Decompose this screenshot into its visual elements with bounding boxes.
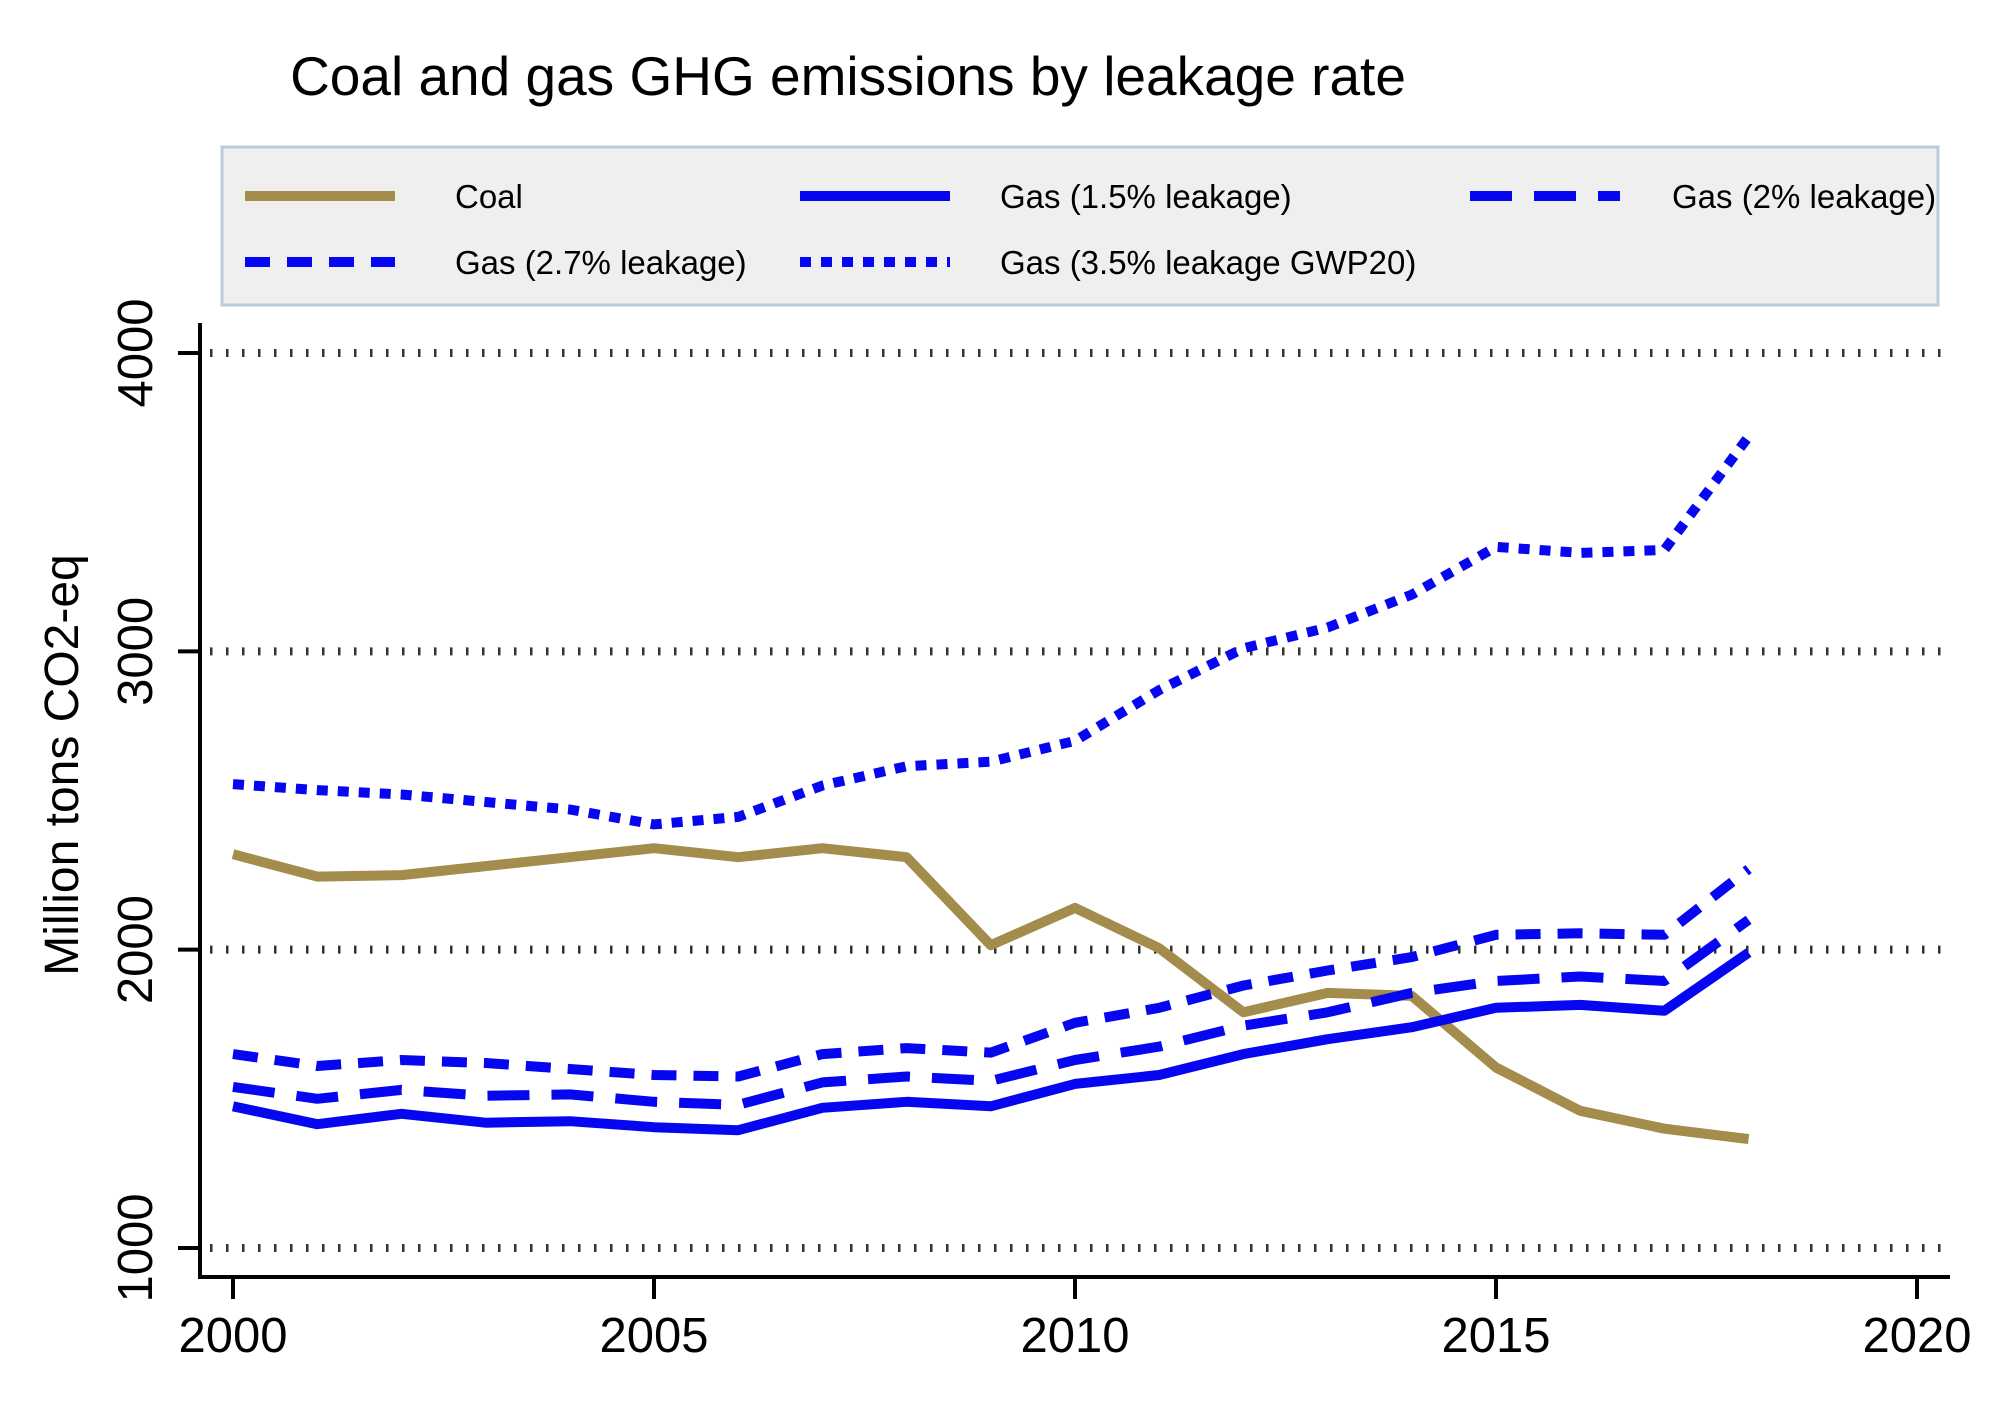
y-tick-label-4000: 4000 — [109, 298, 163, 407]
y-tick-label-3000: 3000 — [109, 597, 163, 706]
legend-label-gas-3-5-gwp20: Gas (3.5% leakage GWP20) — [1000, 244, 1416, 281]
legend-label-coal: Coal — [455, 178, 523, 215]
legend-entry-gas-1-5: Gas (1.5% leakage) — [800, 178, 1292, 215]
legend-entry-gas-2-7: Gas (2.7% leakage) — [245, 244, 747, 281]
x-tick-label-2020: 2020 — [1862, 1309, 1971, 1363]
x-tick-label-2000: 2000 — [178, 1309, 287, 1363]
y-tick-label-2000: 2000 — [109, 895, 163, 1004]
legend-label-gas-2: Gas (2% leakage) — [1672, 178, 1936, 215]
y-tick-label-1000: 1000 — [109, 1193, 163, 1302]
legend-entry-gas-3-5-gwp20: Gas (3.5% leakage GWP20) — [800, 244, 1416, 281]
x-tick-label-2010: 2010 — [1020, 1309, 1129, 1363]
x-tick-label-2015: 2015 — [1441, 1309, 1550, 1363]
y-axis-ticks: 1000 2000 3000 4000 — [109, 298, 200, 1303]
x-tick-label-2005: 2005 — [599, 1309, 708, 1363]
series-gas-3-5-gwp20 — [232, 433, 1753, 830]
legend-box — [220, 145, 1940, 307]
legend-entry-coal: Coal — [245, 178, 523, 215]
gridlines — [210, 349, 1950, 1252]
legend-label-gas-2-7: Gas (2.7% leakage) — [455, 244, 747, 281]
series-coal — [231, 843, 1750, 1145]
legend-entry-gas-2: Gas (2% leakage) — [1470, 178, 1936, 215]
legend: Coal Gas (1.5% leakage) Gas (2% leakage) Ga… — [220, 145, 1940, 307]
series-gas-2-7 — [232, 865, 1752, 1082]
series-gas-1-5 — [231, 948, 1752, 1136]
legend-label-gas-1-5: Gas (1.5% leakage) — [1000, 178, 1292, 215]
y-axis-title: Million tons CO2-eq — [36, 554, 89, 976]
x-axis-ticks: 2000 2005 2010 2015 2020 — [178, 1277, 1972, 1363]
chart-title: Coal and gas GHG emissions by leakage ra… — [290, 45, 1406, 107]
series-lines — [231, 433, 1753, 1145]
